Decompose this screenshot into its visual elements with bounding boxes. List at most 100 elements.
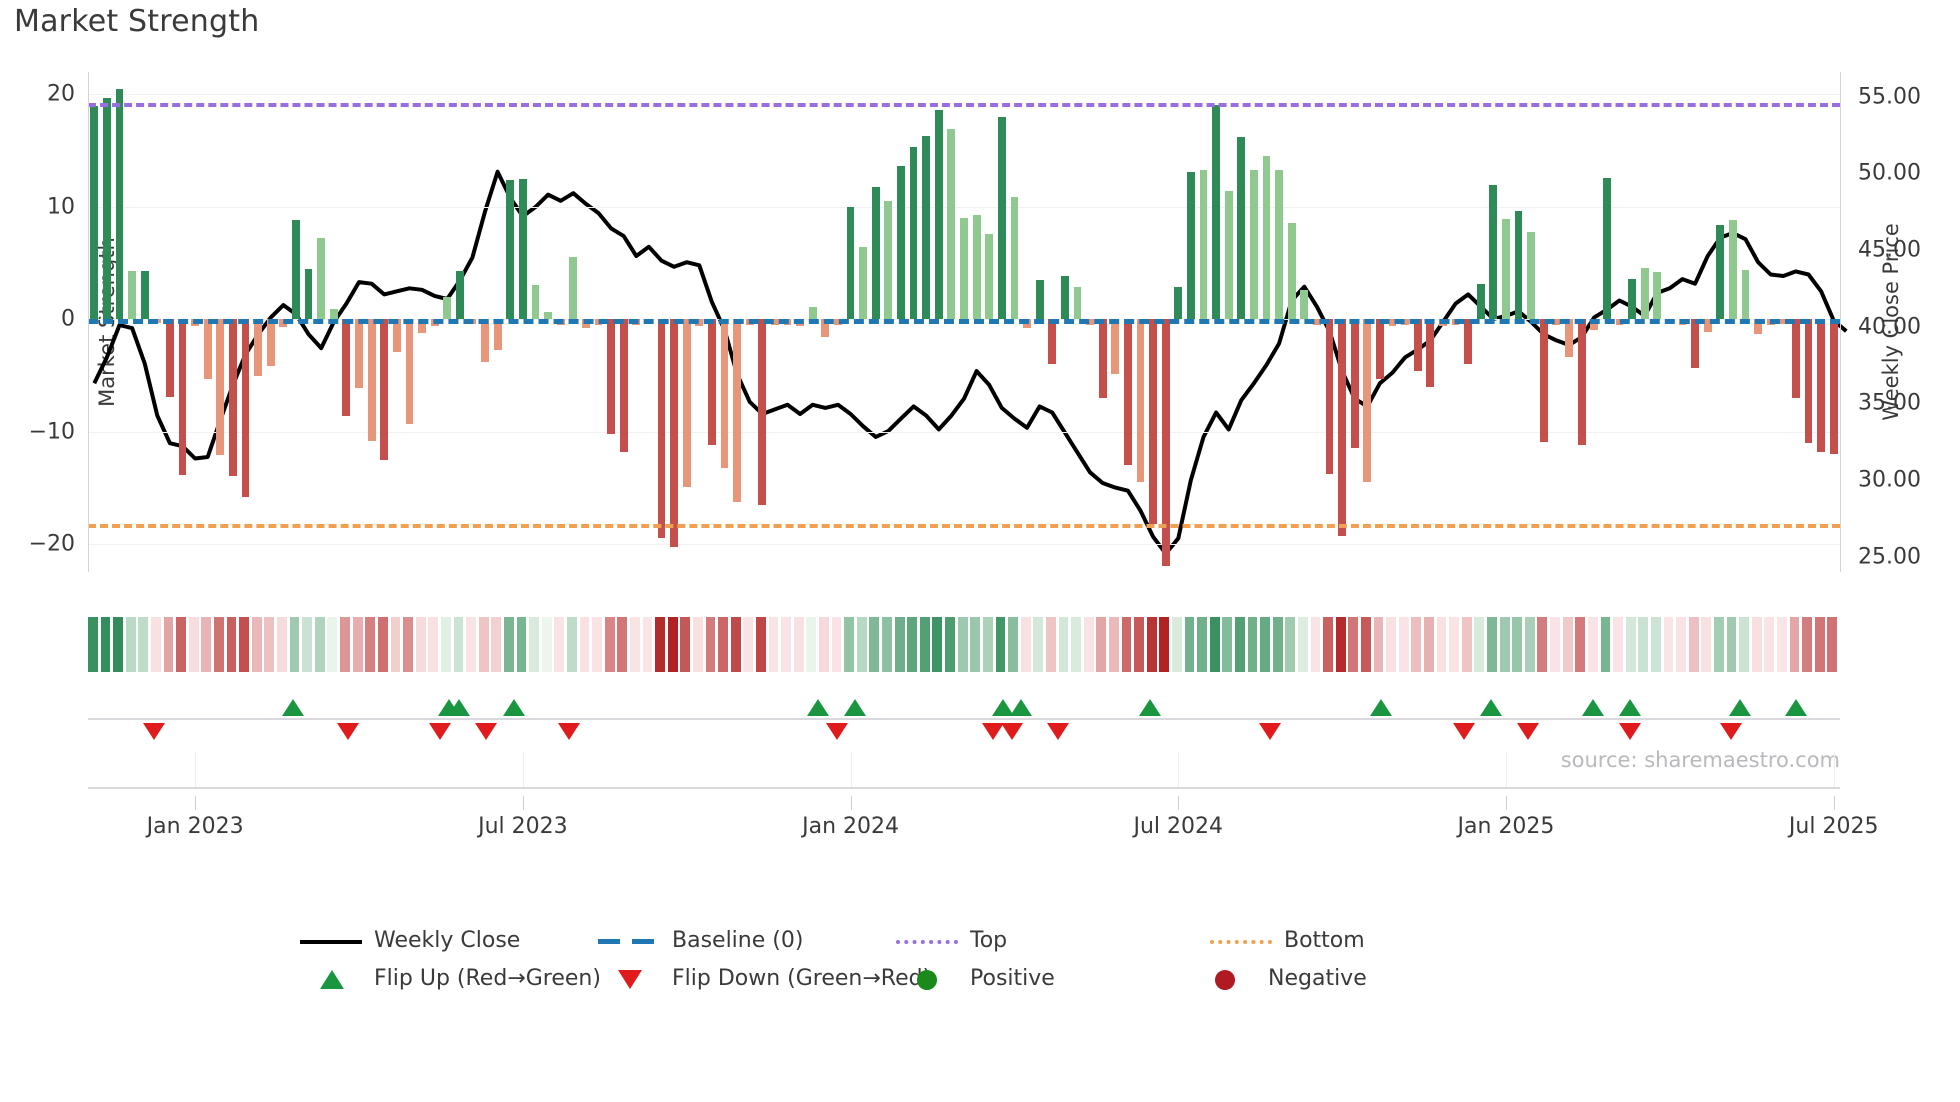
heat-cell [541, 617, 552, 672]
legend-item-label: Positive [970, 966, 1055, 991]
strength-bar [506, 179, 515, 320]
heat-cell [1146, 617, 1157, 672]
heat-cell [466, 617, 476, 672]
flip-up-marker [1581, 699, 1604, 716]
strength-bar [229, 319, 237, 477]
flip-down-marker [429, 723, 452, 740]
heat-cell [251, 617, 262, 672]
legend-item[interactable]: Positive [896, 966, 1055, 991]
heat-cell [1676, 617, 1686, 672]
strength-bar [90, 105, 99, 320]
heat-cell [226, 617, 237, 672]
heat-cell [768, 617, 779, 672]
strength-bar [1212, 104, 1220, 320]
flip-down-marker [825, 723, 848, 740]
strength-bar [1363, 319, 1372, 483]
strength-bar [1098, 319, 1107, 398]
source-attribution: source: sharemaestro.com [1560, 748, 1840, 772]
strength-bar [682, 319, 691, 487]
heat-cell [1739, 617, 1749, 672]
heat-cell [503, 617, 514, 672]
strength-bar [758, 319, 767, 505]
strength-bar [102, 97, 111, 320]
y-axis-right-tick: 25.00 [1858, 544, 1921, 570]
legend-item[interactable]: Top [896, 928, 1007, 953]
flip-up-marker [844, 699, 867, 716]
strength-bar [1338, 319, 1347, 537]
main-chart-plot-area: Market Strength Weekly Close Price 20 10 0… [29, 72, 1921, 572]
legend-item-label: Baseline (0) [672, 928, 804, 953]
heat-cell [377, 617, 388, 672]
heat-cell [1222, 617, 1233, 672]
heat-cell [277, 617, 287, 672]
strength-bar [493, 319, 502, 350]
heat-cell [1323, 617, 1334, 672]
heat-cell [1096, 617, 1107, 672]
heat-cell [340, 617, 350, 672]
heat-cell [1260, 617, 1271, 672]
heat-cell [239, 617, 250, 672]
strength-bar [1161, 319, 1170, 567]
strength-bar [1186, 172, 1195, 320]
strength-bar [1791, 319, 1800, 398]
y-axis-left-tick: 10 [47, 194, 75, 220]
legend-key-triangle-up-icon [300, 969, 362, 989]
flip-down-marker [336, 723, 359, 740]
strength-bar [1464, 319, 1473, 365]
strength-bar [1249, 169, 1258, 320]
legend-key-circle-icon [896, 969, 958, 990]
x-axis-tick-label: Jan 2023 [146, 814, 244, 839]
heat-cell [894, 617, 905, 672]
heat-cell [730, 617, 741, 672]
heat-cell [88, 617, 98, 672]
legend-item[interactable]: Negative [1194, 966, 1367, 991]
strength-bar [859, 247, 868, 320]
heat-cell [882, 617, 892, 672]
strength-bar [1565, 319, 1573, 358]
strength-bar [1829, 319, 1838, 455]
strength-bar [140, 270, 149, 320]
heat-cell [667, 617, 678, 672]
strength-bar [657, 319, 666, 539]
strength-bar [1728, 220, 1737, 320]
strength-bar [178, 319, 187, 476]
heat-cell [1436, 617, 1447, 672]
heat-cell [1310, 617, 1321, 672]
heat-cell [1020, 617, 1031, 672]
legend-item[interactable]: Flip Up (Red→Green) [300, 966, 601, 991]
strength-bar [241, 319, 250, 497]
flip-down-marker [558, 723, 581, 740]
legend-item[interactable]: Weekly Close [300, 928, 520, 953]
heat-cell [352, 617, 363, 672]
legend-item[interactable]: Flip Down (Green→Red) [598, 966, 931, 991]
heat-cell [1827, 617, 1838, 672]
baseline-reference-line [88, 319, 1840, 325]
heat-cell [1335, 617, 1346, 672]
strength-bar [1413, 319, 1422, 371]
heat-cell [1033, 617, 1044, 672]
heat-cell [529, 617, 539, 672]
heat-cell [1512, 617, 1523, 672]
heat-cell [365, 617, 376, 672]
heat-cell [642, 617, 653, 672]
legend-item[interactable]: Bottom [1210, 928, 1365, 953]
strength-bar [720, 319, 729, 468]
strength-bar [1224, 191, 1233, 320]
heat-cell [718, 617, 729, 672]
strength-bar [1035, 279, 1044, 320]
x-axis-tick-mark [850, 796, 852, 810]
heat-cell [793, 617, 804, 672]
x-axis-tick-mark [195, 796, 197, 810]
flip-marker-row [88, 686, 1840, 752]
strength-bar [1628, 278, 1636, 320]
strength-bar [317, 238, 326, 320]
heat-cell [1234, 617, 1245, 672]
strength-bar [380, 319, 389, 460]
flip-up-marker [447, 699, 470, 716]
heat-cell [970, 617, 981, 672]
strength-bar [821, 319, 830, 338]
strength-bar [1817, 319, 1825, 452]
strength-bar [1754, 319, 1762, 334]
top-reference-line [88, 103, 1840, 108]
legend-item[interactable]: Baseline (0) [598, 928, 803, 953]
